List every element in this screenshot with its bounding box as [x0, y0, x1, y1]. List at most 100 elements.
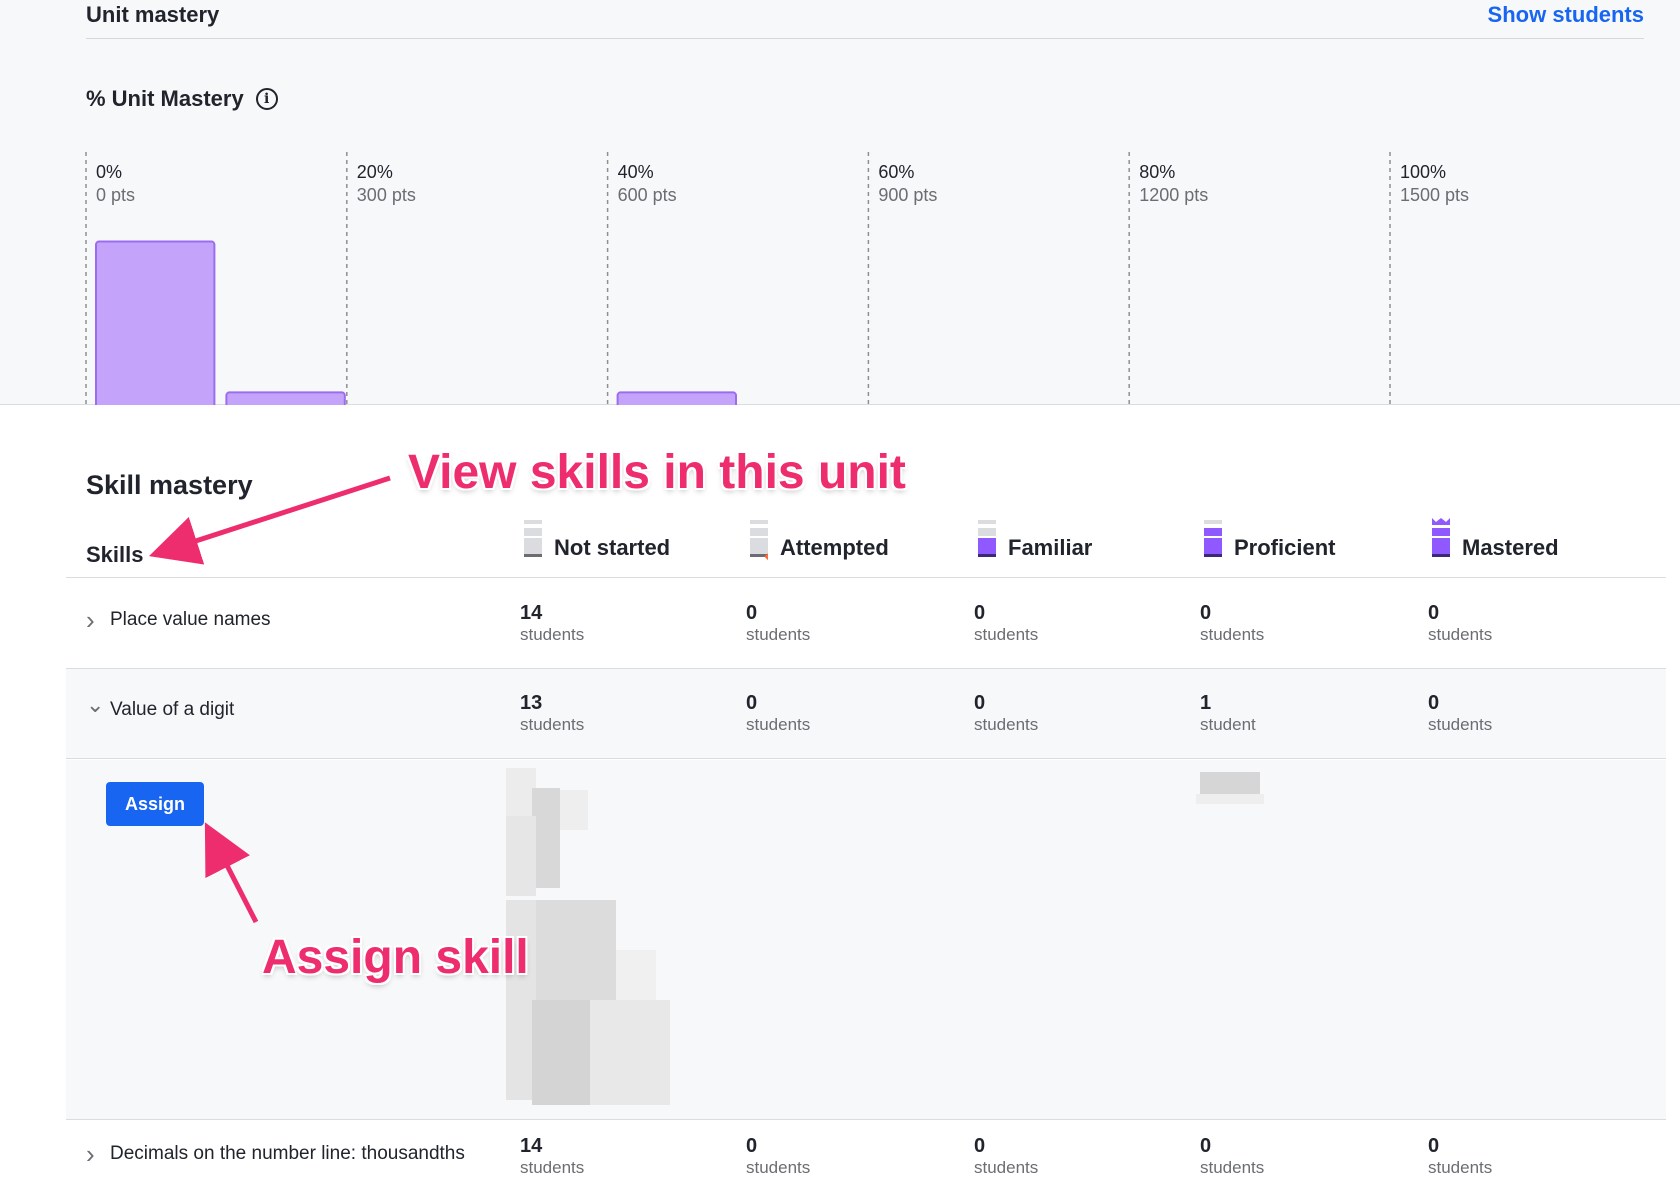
level-header-not-started: Not started — [524, 518, 670, 562]
count-unit: students — [1428, 625, 1493, 644]
count-cell: 0 students — [746, 601, 810, 645]
tick-label-pts: 1200 pts — [1139, 185, 1208, 205]
count-unit: students — [1428, 1158, 1493, 1177]
count-value: 0 — [1428, 1135, 1440, 1157]
tick-label-pct: 0% — [96, 162, 122, 182]
tick-label-pct: 60% — [878, 162, 914, 182]
not-started-icon — [524, 518, 542, 562]
familiar-icon — [978, 518, 996, 562]
skills-column-header: Skills — [86, 542, 144, 567]
info-icon[interactable]: i — [255, 88, 278, 110]
chart-bar — [616, 391, 737, 405]
count-cell: 0 students — [1200, 601, 1264, 645]
level-header-mastered: Mastered — [1432, 518, 1559, 562]
count-unit: students — [520, 625, 585, 644]
count-value: 0 — [746, 692, 758, 714]
tick-label-pts: 600 pts — [618, 185, 677, 205]
count-cell: 0 students — [974, 691, 1038, 735]
tick-label-pct: 40% — [618, 162, 654, 182]
count-value: 0 — [1200, 1135, 1212, 1157]
level-label: Not started — [554, 535, 671, 560]
count-value: 0 — [746, 1135, 758, 1157]
count-unit: students — [746, 1158, 811, 1177]
tick-label-pts: 900 pts — [878, 185, 937, 205]
count-unit: student — [1200, 715, 1256, 734]
count-cell: 0 students — [974, 1134, 1038, 1178]
count-cell: 0 students — [1428, 691, 1492, 735]
header-divider — [86, 38, 1644, 39]
tick-label-pts: 0 pts — [96, 185, 135, 205]
tick-label-pts: 300 pts — [357, 185, 416, 205]
count-value: 14 — [520, 1135, 543, 1157]
count-unit: students — [520, 715, 585, 734]
level-label: Attempted — [780, 535, 889, 560]
tick-label-pct: 100% — [1400, 162, 1446, 182]
chevron-right-icon[interactable]: › — [86, 1139, 95, 1169]
level-header-proficient: Proficient — [1204, 518, 1335, 562]
mastered-icon — [1432, 518, 1450, 562]
count-cell: 0 students — [974, 601, 1038, 645]
level-label: Familiar — [1008, 535, 1093, 560]
proficient-icon — [1204, 518, 1222, 562]
chevron-right-icon[interactable]: › — [86, 605, 95, 635]
count-cell: 0 students — [1428, 601, 1492, 645]
skill-name-label: Decimals on the number line: thousandths — [110, 1143, 465, 1164]
assign-skill-arrow — [204, 822, 259, 924]
count-value: 0 — [1200, 602, 1212, 624]
count-cell: 0 students — [1428, 1134, 1492, 1178]
chart-bar — [95, 240, 216, 405]
count-value: 0 — [746, 602, 758, 624]
count-value: 0 — [1428, 692, 1440, 714]
table-header: Skills Not started Attempted Familiar Profi… — [66, 510, 1666, 578]
count-unit: students — [974, 625, 1039, 644]
skill-name[interactable]: › Place value names — [86, 605, 271, 635]
skill-mastery-title: Skill mastery — [86, 470, 253, 500]
unit-mastery-title: Unit mastery — [86, 2, 220, 27]
skill-name-label: Value of a digit — [110, 699, 235, 720]
count-cell: 0 students — [746, 1134, 810, 1178]
skill-name[interactable]: › Decimals on the number line: thousandth… — [86, 1139, 465, 1169]
tick-label-pts: 1500 pts — [1400, 185, 1469, 205]
count-cell: 0 students — [746, 691, 810, 735]
count-unit: students — [974, 1158, 1039, 1177]
skill-name[interactable]: ⌄ Value of a digit — [86, 694, 235, 721]
level-label: Proficient — [1234, 535, 1336, 560]
view-skills-arrow — [148, 475, 391, 565]
count-value: 0 — [974, 602, 986, 624]
count-value: 0 — [974, 1135, 986, 1157]
show-students-link[interactable]: Show students — [1487, 2, 1644, 27]
count-cell: 0 students — [1200, 1134, 1264, 1178]
count-value: 0 — [1428, 602, 1440, 624]
tick-label-pct: 20% — [357, 162, 393, 182]
tick-label-pct: 80% — [1139, 162, 1175, 182]
count-cell: 1 student — [1200, 691, 1256, 735]
unit-mastery-section: Unit mastery Show students % Unit Master… — [0, 0, 1680, 405]
attempted-icon — [750, 518, 772, 562]
count-unit: students — [746, 715, 811, 734]
count-unit: students — [1200, 1158, 1265, 1177]
annotation-view-skills: View skills in this unit — [408, 446, 906, 499]
table-row[interactable]: ⌄ Value of a digit 13 students 0 students 0 stu… — [66, 669, 1666, 759]
annotation-assign-skill: Assign skill — [262, 931, 529, 984]
count-value: 14 — [520, 602, 543, 624]
table-row[interactable]: › Decimals on the number line: thousandth… — [66, 1120, 1666, 1180]
count-unit: students — [974, 715, 1039, 734]
count-value: 13 — [520, 692, 543, 714]
count-value: 1 — [1200, 692, 1212, 714]
count-cell: 14 students — [520, 1134, 584, 1178]
count-unit: students — [1200, 625, 1265, 644]
count-unit: students — [520, 1158, 585, 1177]
level-label: Mastered — [1462, 535, 1559, 560]
chart-bar — [225, 391, 346, 405]
count-value: 0 — [974, 692, 986, 714]
count-unit: students — [746, 625, 811, 644]
level-header-attempted: Attempted — [750, 518, 889, 562]
count-cell: 14 students — [520, 601, 584, 645]
count-unit: students — [1428, 715, 1493, 734]
skill-name-label: Place value names — [110, 609, 271, 630]
level-header-familiar: Familiar — [978, 518, 1092, 562]
assign-button[interactable]: Assign — [106, 782, 204, 826]
count-cell: 13 students — [520, 691, 584, 735]
